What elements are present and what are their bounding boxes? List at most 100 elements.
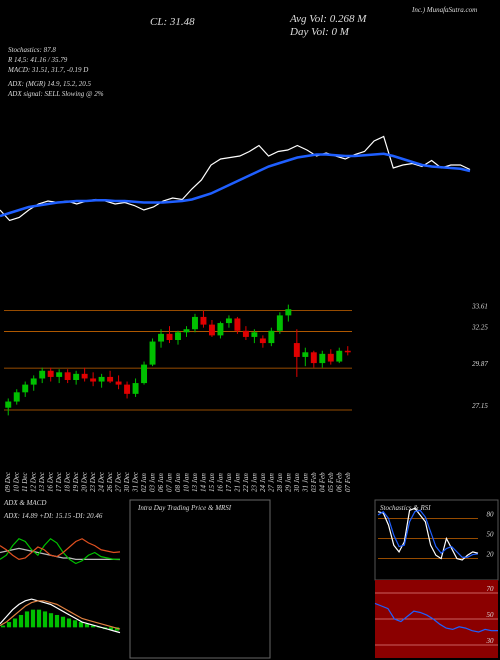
x-tick-label: 23 Jan bbox=[250, 473, 258, 492]
candle-body bbox=[73, 373, 80, 380]
candle-body bbox=[39, 370, 46, 379]
candle-body bbox=[208, 324, 215, 336]
bar bbox=[72, 620, 78, 628]
bar bbox=[108, 627, 114, 630]
x-tick-label: 03 Feb bbox=[310, 472, 318, 492]
x-tick-label: 15 Jan bbox=[208, 473, 216, 492]
y-tick-label: 33.61 bbox=[471, 303, 488, 311]
x-tick-label: 13 Dec bbox=[38, 471, 46, 492]
x-tick-label: 30 Dec bbox=[123, 471, 131, 493]
bar bbox=[0, 625, 6, 628]
candle-body bbox=[132, 383, 139, 394]
x-tick-label: 07 Jan bbox=[166, 473, 174, 492]
candle-body bbox=[141, 364, 148, 384]
header-text: ADX: (MGR) 14.9, 15.2, 20.5 bbox=[7, 80, 92, 88]
series-line bbox=[0, 135, 471, 222]
bar bbox=[42, 611, 48, 628]
x-tick-label: 27 Jan bbox=[267, 473, 275, 492]
header-text: Day Vol: 0 M bbox=[289, 26, 350, 38]
y-tick-label: 32.25 bbox=[471, 324, 488, 332]
x-tick-label: 28 Jan bbox=[276, 473, 284, 492]
x-tick-label: 22 Jan bbox=[242, 473, 250, 492]
candle-body bbox=[30, 378, 37, 385]
series-line bbox=[0, 600, 121, 630]
candle-body bbox=[13, 392, 20, 402]
x-tick-label: 11 Dec bbox=[21, 472, 29, 492]
bar bbox=[66, 618, 72, 628]
y-tick-label: 50 bbox=[487, 611, 495, 619]
candle-body bbox=[268, 330, 275, 344]
x-tick-label: 31 Jan bbox=[301, 473, 309, 493]
bar bbox=[18, 614, 24, 628]
header-text: CL: 31.48 bbox=[150, 16, 195, 28]
candle-body bbox=[115, 381, 122, 385]
bar bbox=[96, 627, 102, 628]
candle-body bbox=[302, 352, 309, 357]
x-tick-label: 04 Feb bbox=[318, 472, 326, 492]
candle-body bbox=[200, 316, 207, 325]
bar bbox=[60, 616, 66, 628]
x-tick-label: 27 Dec bbox=[115, 471, 123, 492]
candle-body bbox=[217, 323, 224, 336]
x-tick-label: 07 Feb bbox=[344, 472, 352, 492]
candle-body bbox=[242, 330, 249, 337]
bar bbox=[54, 614, 60, 628]
x-tick-label: 16 Dec bbox=[47, 471, 55, 492]
series-line bbox=[377, 507, 479, 561]
candle-body bbox=[225, 318, 232, 324]
candle-body bbox=[293, 343, 300, 357]
y-tick-label: 20 bbox=[487, 551, 495, 559]
bar bbox=[78, 622, 84, 628]
candle-body bbox=[175, 332, 181, 340]
x-tick-label: 16 Jan bbox=[216, 473, 224, 492]
bar bbox=[36, 609, 42, 628]
bar bbox=[12, 618, 18, 628]
candle-body bbox=[124, 384, 131, 394]
x-tick-label: 03 Jan bbox=[149, 473, 157, 492]
bar bbox=[6, 622, 12, 628]
header-text: Inc.) MunafaSutra.com bbox=[411, 6, 477, 14]
header-text: Stochastics: 87.8 bbox=[8, 46, 56, 54]
panel-subtitle: ADX: 14.89 +DI: 15.15 -DI: 20.46 bbox=[3, 512, 103, 520]
intraday-panel bbox=[129, 499, 271, 659]
candle-body bbox=[183, 329, 190, 333]
candle-body bbox=[251, 332, 258, 337]
header-text: ADX signal: SELL Slowing @ 2% bbox=[7, 90, 104, 98]
series-line bbox=[0, 537, 121, 565]
candle-body bbox=[22, 384, 29, 393]
x-tick-label: 06 Jan bbox=[157, 473, 165, 492]
x-tick-label: 13 Jan bbox=[191, 473, 199, 492]
x-tick-label: 17 Dec bbox=[55, 471, 63, 492]
stoch-panel bbox=[374, 499, 499, 581]
candle-body bbox=[107, 376, 114, 382]
candle-body bbox=[344, 350, 351, 353]
header-text: R 14,5: 41.16 / 35.79 bbox=[7, 56, 68, 64]
bar bbox=[24, 611, 30, 628]
candle-body bbox=[81, 373, 88, 379]
series-line bbox=[377, 509, 479, 558]
candle-body bbox=[56, 372, 63, 377]
candle-body bbox=[234, 318, 241, 331]
candle-body bbox=[158, 333, 164, 342]
candle-body bbox=[192, 316, 198, 330]
x-tick-label: 31 Dec bbox=[132, 471, 140, 493]
series-line bbox=[0, 598, 121, 634]
candle-body bbox=[47, 370, 54, 377]
x-tick-label: 21 Jan bbox=[233, 473, 241, 492]
x-tick-label: 09 Dec bbox=[4, 471, 12, 492]
y-tick-label: 30 bbox=[486, 637, 495, 645]
series-line bbox=[0, 538, 121, 561]
x-tick-label: 24 Dec bbox=[98, 471, 106, 492]
x-tick-label: 26 Dec bbox=[106, 471, 114, 492]
y-tick-label: 70 bbox=[487, 585, 495, 593]
x-tick-label: 29 Jan bbox=[284, 473, 292, 492]
header-text: MACD: 31.51, 31.7, -0.19 D bbox=[7, 66, 88, 74]
x-tick-label: 05 Feb bbox=[327, 472, 335, 492]
candle-body bbox=[166, 333, 173, 340]
y-tick-label: 27.15 bbox=[472, 402, 488, 410]
header-text: Avg Vol: 0.268 M bbox=[289, 13, 367, 25]
y-tick-label: 29.87 bbox=[472, 360, 488, 368]
bar bbox=[48, 613, 54, 628]
bar bbox=[84, 623, 90, 628]
x-tick-label: 24 Jan bbox=[259, 473, 267, 492]
